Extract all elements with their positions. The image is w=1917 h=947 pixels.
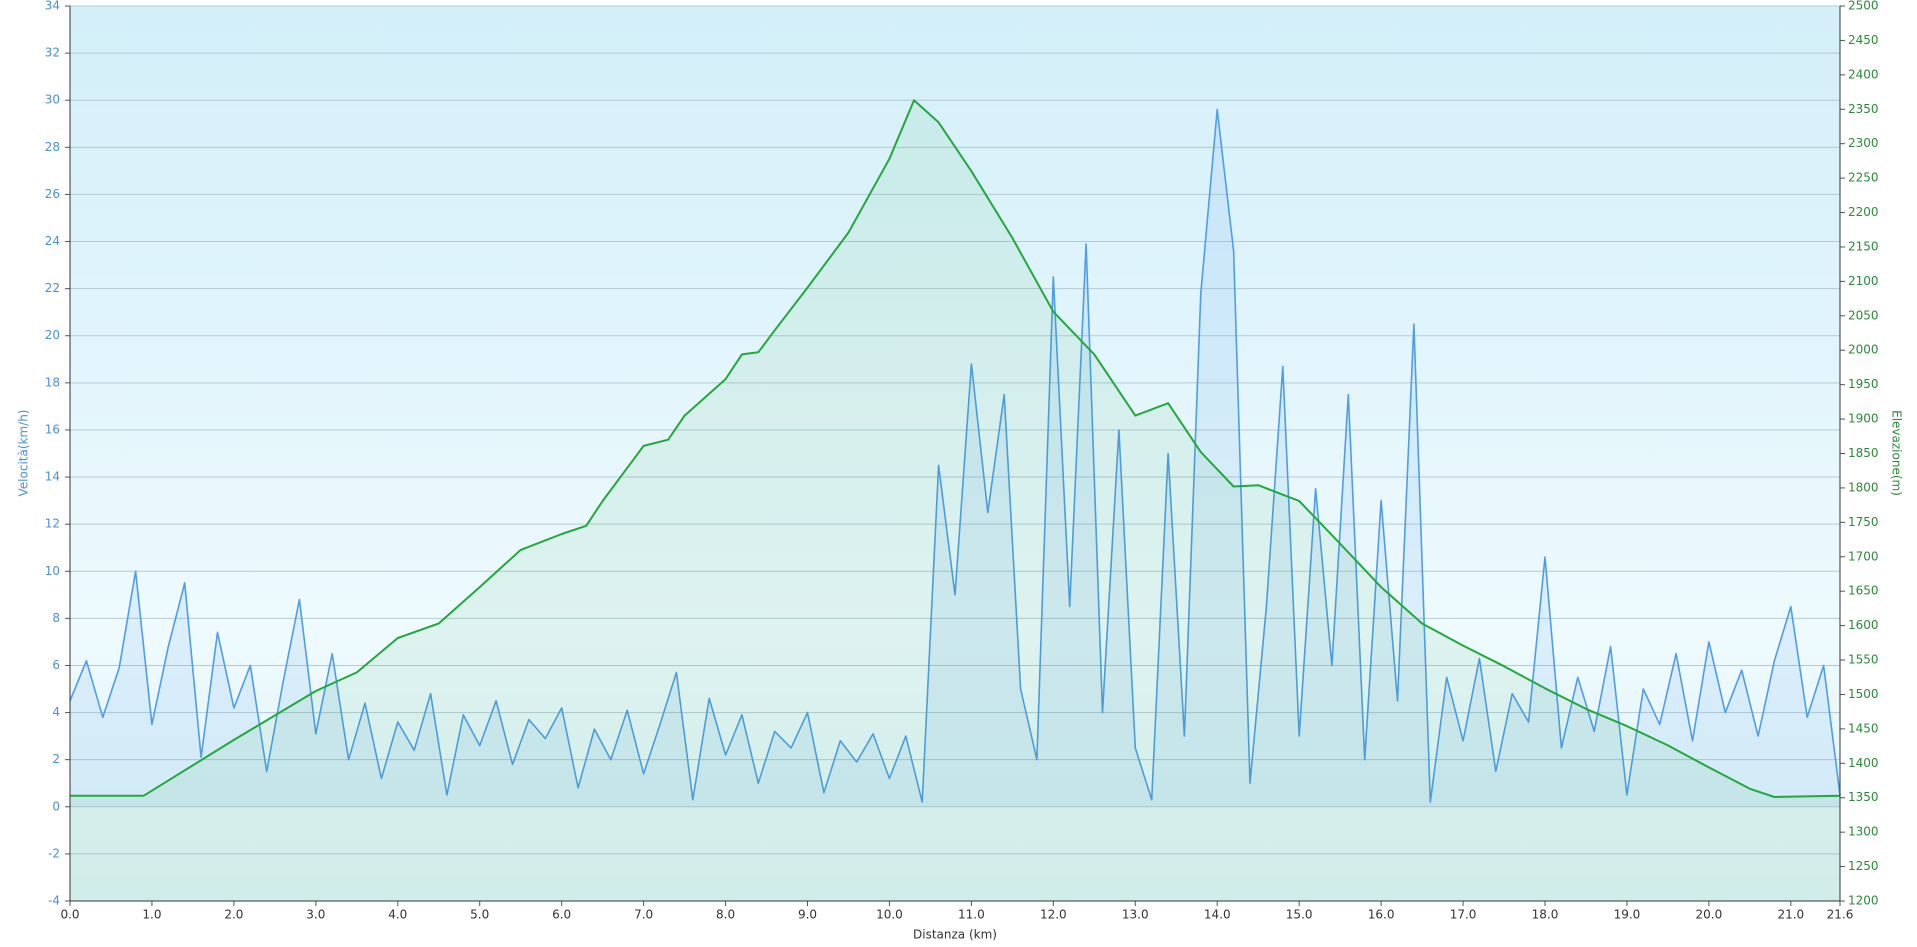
y2-tick-label: 1600 [1848,618,1879,632]
y-tick-label: 28 [45,140,60,154]
y2-tick-label: 2250 [1848,171,1879,185]
y-tick-label: 24 [45,234,60,248]
y2-tick-label: 2200 [1848,205,1879,219]
x-tick-label: 16.0 [1368,908,1395,922]
y-axis-title: Velocità(km/h) [17,410,31,497]
x-tick-label: 21.6 [1827,908,1854,922]
y2-tick-label: 2400 [1848,67,1879,81]
x-tick-label: 20.0 [1696,908,1723,922]
y-tick-label: 10 [45,564,60,578]
y2-tick-label: 1350 [1848,790,1879,804]
x-tick-label: 10.0 [876,908,903,922]
series-area [70,100,1840,902]
y-tick-label: 20 [45,328,60,342]
x-tick-label: 7.0 [634,908,653,922]
x-tick-label: 2.0 [224,908,243,922]
x-tick-label: 21.0 [1777,908,1804,922]
y2-tick-label: 1500 [1848,687,1879,701]
y-tick-label: -2 [48,846,60,860]
y-tick-label: 26 [45,187,60,201]
series-area [70,109,1840,807]
y-tick-label: 6 [52,658,60,672]
x-tick-label: 12.0 [1040,908,1067,922]
y2-tick-label: 2150 [1848,239,1879,253]
y-tick-label: 18 [45,375,60,389]
x-tick-label: 1.0 [142,908,161,922]
y-tick-label: 22 [45,281,60,295]
x-tick-label: 18.0 [1532,908,1559,922]
x-tick-label: 17.0 [1450,908,1477,922]
y-tick-label: 34 [45,0,60,13]
series-line [69,108,1841,803]
x-tick-label: 19.0 [1614,908,1641,922]
y2-tick-label: 1900 [1848,412,1879,426]
y2-tick-label: 2450 [1848,33,1879,47]
y-tick-label: 2 [52,752,60,766]
x-tick-label: 5.0 [470,908,489,922]
y2-tick-label: 1450 [1848,721,1879,735]
y-tick-label: 32 [45,46,60,60]
y2-tick-label: 2100 [1848,274,1879,288]
y2-tick-label: 1950 [1848,377,1879,391]
y2-tick-label: 1300 [1848,825,1879,839]
series-line [70,99,1841,798]
x-tick-label: 11.0 [958,908,985,922]
y2-tick-label: 1550 [1848,653,1879,667]
y2-tick-label: 1850 [1848,446,1879,460]
y2-axis-title: Elevazione(m) [1890,410,1904,496]
y-tick-label: -4 [48,894,60,908]
y-tick-label: 0 [52,799,60,813]
x-axis-title: Distanza (km) [913,928,997,942]
x-tick-label: 3.0 [306,908,325,922]
x-tick-label: 8.0 [716,908,735,922]
y2-tick-label: 2500 [1848,0,1879,13]
x-tick-label: 13.0 [1122,908,1149,922]
y-tick-label: 16 [45,422,60,436]
plot-area [70,6,1840,901]
y2-tick-label: 2050 [1848,308,1879,322]
y-tick-label: 14 [45,470,60,484]
x-tick-label: 6.0 [552,908,571,922]
y2-tick-label: 1800 [1848,480,1879,494]
y2-tick-label: 1750 [1848,515,1879,529]
x-tick-label: 15.0 [1286,908,1313,922]
y2-tick-label: 2300 [1848,136,1879,150]
y2-tick-label: 2000 [1848,343,1879,357]
y-tick-label: 4 [52,705,60,719]
y2-tick-label: 2350 [1848,102,1879,116]
x-tick-label: 4.0 [388,908,407,922]
x-tick-label: 0.0 [60,908,79,922]
y2-tick-label: 1650 [1848,584,1879,598]
x-tick-label: 14.0 [1204,908,1231,922]
y2-tick-label: 1200 [1848,894,1879,908]
y2-tick-label: 1400 [1848,756,1879,770]
y2-tick-label: 1250 [1848,859,1879,873]
y-tick-label: 12 [45,517,60,531]
y-tick-label: 8 [52,611,60,625]
y2-tick-label: 1700 [1848,549,1879,563]
y-tick-label: 30 [45,93,60,107]
x-tick-label: 9.0 [798,908,817,922]
